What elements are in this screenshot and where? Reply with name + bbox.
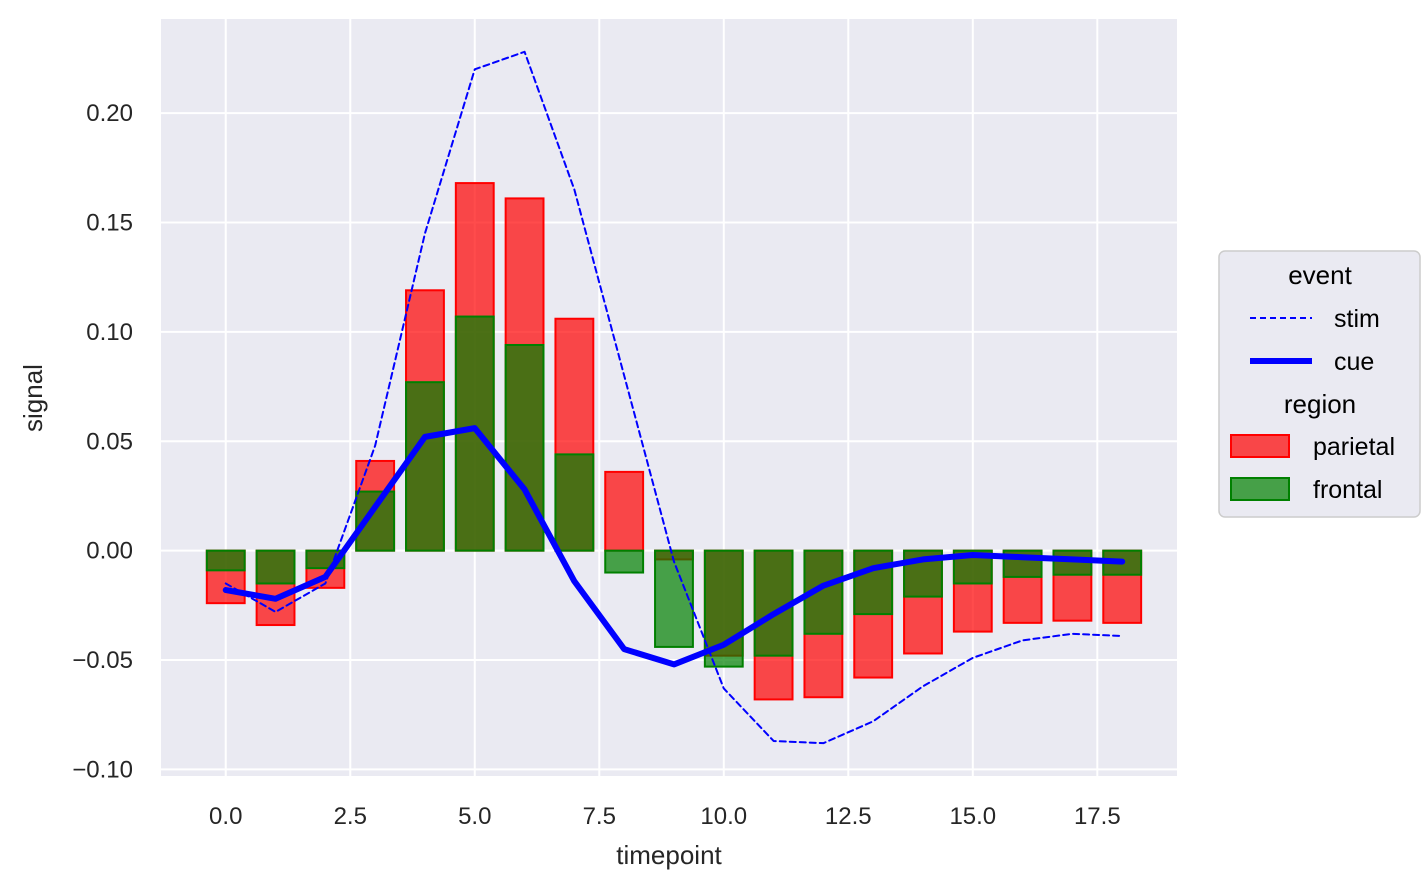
line-stim [224,50,1124,745]
y-tick-label: 0.15 [86,209,133,236]
y-tick-label: −0.10 [72,756,133,783]
x-tick-label: 7.5 [583,803,616,830]
x-tick-labels: 0.0 2.5 5.0 7.5 10.0 12.5 15.0 17.5 [209,803,1121,830]
legend-frontal-swatch [1230,477,1290,501]
x-tick-label: 15.0 [949,803,996,830]
y-tick-label: −0.05 [72,647,133,674]
x-tick-label: 10.0 [700,803,747,830]
bar-parietal [604,470,645,552]
y-tick-label: 0.05 [86,428,133,455]
x-tick-label: 0.0 [209,803,242,830]
legend-title-event: event [1288,260,1352,290]
bar-frontal [554,453,595,552]
legend-parietal-label: parietal [1313,433,1395,461]
y-tick-labels: −0.10 −0.05 0.00 0.05 0.10 0.15 0.20 [72,100,133,783]
legend-title-region: region [1284,389,1356,419]
bar-frontal [753,549,794,657]
lines [222,50,1126,745]
line-cue [222,425,1126,668]
legend-parietal-swatch [1230,434,1290,458]
y-tick-label: 0.00 [86,538,133,565]
y-axis-label: signal [18,364,48,432]
x-tick-label: 2.5 [334,803,367,830]
x-tick-label: 17.5 [1074,803,1121,830]
bar-frontal [205,549,246,572]
y-tick-label: 0.10 [86,319,133,346]
x-axis-label: timepoint [616,840,722,870]
bar-frontal [405,381,445,552]
legend: event stim cue region parietal frontal [1218,250,1421,518]
bar-frontal [604,549,645,574]
bar-frontal [255,549,296,585]
plot-background [161,19,1177,776]
x-tick-label: 5.0 [458,803,491,830]
legend-frontal-label: frontal [1313,476,1382,504]
bar-frontal [454,315,495,552]
x-tick-label: 12.5 [825,803,872,830]
bar-frontal [853,549,894,616]
y-tick-label: 0.20 [86,100,133,127]
legend-stim-label: stim [1334,305,1380,333]
legend-cue-label: cue [1334,348,1374,376]
bar-frontal [654,549,694,648]
